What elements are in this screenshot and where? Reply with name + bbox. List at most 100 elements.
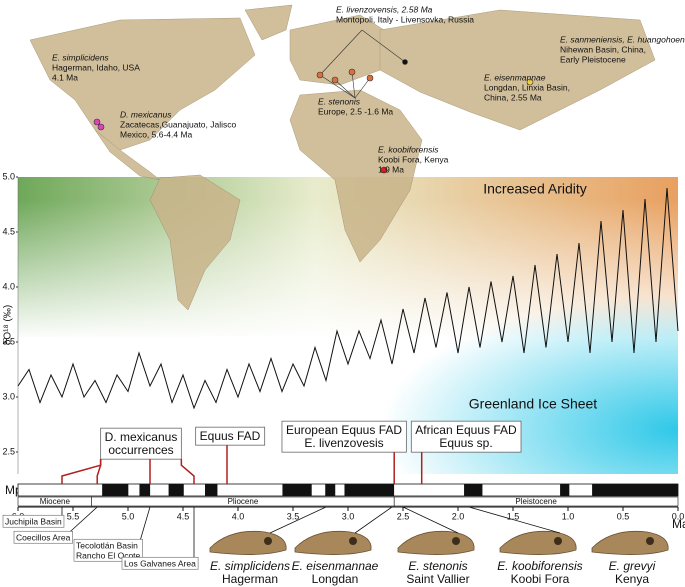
site-text: Rancho El Ocote — [76, 550, 141, 560]
skull-eye — [452, 537, 460, 545]
annotation-text: European Equus FAD — [286, 423, 402, 437]
map-label: Longdan, Linxia Basin, — [484, 82, 570, 92]
annotation-line — [96, 459, 102, 484]
polarity-normal — [325, 484, 336, 496]
annotation-box — [100, 427, 182, 460]
site-box — [2, 514, 65, 528]
x-tick-label: 5.5 — [67, 511, 80, 521]
epoch — [393, 496, 679, 507]
polarity-normal — [205, 484, 218, 496]
y-tick-label: 4.5 — [2, 226, 15, 236]
x-tick-label: 2.5 — [397, 511, 410, 521]
x-tick-label: 3.5 — [287, 511, 300, 521]
polarity-normal — [102, 484, 129, 496]
skull-line — [269, 506, 327, 534]
x-tick-label: 2.0 — [452, 511, 465, 521]
skull-name: E. stenonis — [408, 559, 467, 573]
annotation-text: Equus FAD — [200, 429, 261, 443]
skull-line — [354, 506, 393, 534]
epoch-label: Pleistocene — [515, 497, 557, 506]
polarity-normal — [592, 484, 678, 496]
site-line — [70, 506, 98, 532]
data-line — [17, 187, 679, 410]
skull-eye — [646, 537, 654, 545]
map-label: China, 2.55 Ma — [484, 92, 542, 102]
x-tick-label: 4.0 — [232, 511, 245, 521]
skull-name: E. grevyi — [609, 559, 656, 573]
map-label: Montopoli, Italy - Livensovka, Russia — [336, 14, 474, 24]
site: Juchipila Basin — [2, 514, 65, 528]
skull-name: E. eisenmannae — [292, 559, 379, 573]
annotation-box — [281, 420, 407, 453]
y-tick-label: 4.0 — [2, 281, 15, 291]
annotation-box — [195, 426, 266, 446]
world-map — [29, 4, 656, 311]
site-line — [140, 506, 151, 540]
skull-name: E. simplicidens — [210, 559, 290, 573]
map-label: E. sanmeniensis, E. huangohoensis — [560, 34, 685, 44]
map-label: Early Pleistocene — [560, 54, 626, 64]
x-tick-label: 1.0 — [562, 511, 575, 521]
y-tick-label: 3.5 — [2, 336, 15, 346]
skull-place: Saint Vallier — [406, 572, 469, 586]
map-label: Nihewan Basin, China, — [560, 44, 646, 54]
map-points — [93, 29, 534, 174]
y-tick-label: 3.0 — [2, 391, 15, 401]
epoch-label: Pliocene — [228, 497, 259, 506]
annotation-text: Equus sp. — [439, 436, 492, 450]
region-label: Greenland Ice Sheet — [469, 396, 598, 412]
skull-place: Kenya — [615, 572, 649, 586]
skull-line — [468, 506, 561, 534]
site-text: Coecillos Area — [16, 532, 71, 542]
skull — [397, 530, 475, 555]
skull-name: E. koobiforensis — [497, 559, 582, 573]
y-tick-label: 5.0 — [2, 171, 15, 181]
map-label: 4.1 Ma — [52, 72, 78, 82]
polarity-normal — [344, 484, 395, 496]
skull — [294, 530, 372, 555]
annotation-box — [410, 420, 522, 453]
map-label: E. simplicidens — [52, 52, 109, 62]
site: Los Galvanes Area — [121, 556, 199, 570]
annotation: Equus FAD — [195, 426, 266, 446]
polarity-normal — [560, 484, 570, 496]
site: Coecillos Area — [13, 530, 73, 544]
skull-eye — [554, 537, 562, 545]
map-label: Koobi Fora, Kenya — [378, 154, 449, 164]
y-axis-label: δO¹⁸ (‰) — [3, 305, 14, 345]
site-text: Juchipila Basin — [5, 516, 62, 526]
x-tick-label: 1.5 — [507, 511, 520, 521]
skull-place: Koobi Fora — [511, 572, 570, 586]
map-label: D. mexicanus — [120, 109, 172, 119]
map-label: E. livenzovensis, 2.58 Ma — [336, 4, 433, 14]
site-box — [13, 530, 73, 544]
epoch-label: Miocene — [40, 497, 71, 506]
map-label: E. stenonis — [318, 96, 361, 106]
annotation-text: African Equus FAD — [415, 423, 517, 437]
x-tick-label: 0.0 — [672, 511, 685, 521]
y-tick-label: 2.5 — [2, 446, 15, 456]
site-text: Tecolotlán Basin — [76, 540, 138, 550]
skull-eye — [349, 537, 357, 545]
polarity-normal — [139, 484, 151, 496]
polarity-normal — [464, 484, 483, 496]
x-tick-label: 3.0 — [342, 511, 355, 521]
site-text: Los Galvanes Area — [124, 558, 196, 568]
annotation-text: E. livenzovesis — [304, 436, 383, 450]
skull — [209, 530, 287, 555]
map-label: E. koobiforensis — [378, 144, 439, 154]
skull-place: Longdan — [312, 572, 359, 586]
skull — [591, 530, 669, 555]
skull-place: Hagerman — [222, 572, 278, 586]
polarity-normal — [282, 484, 312, 496]
annotation-text: occurrences — [108, 443, 173, 457]
map-label: Mexico, 5.6-4.4 Ma — [120, 129, 193, 139]
skull-line — [402, 506, 459, 534]
annotation-text: D. mexicanus — [105, 430, 178, 444]
region-label: Increased Aridity — [483, 181, 587, 197]
polarity-normal — [168, 484, 184, 496]
site-box — [73, 538, 143, 562]
